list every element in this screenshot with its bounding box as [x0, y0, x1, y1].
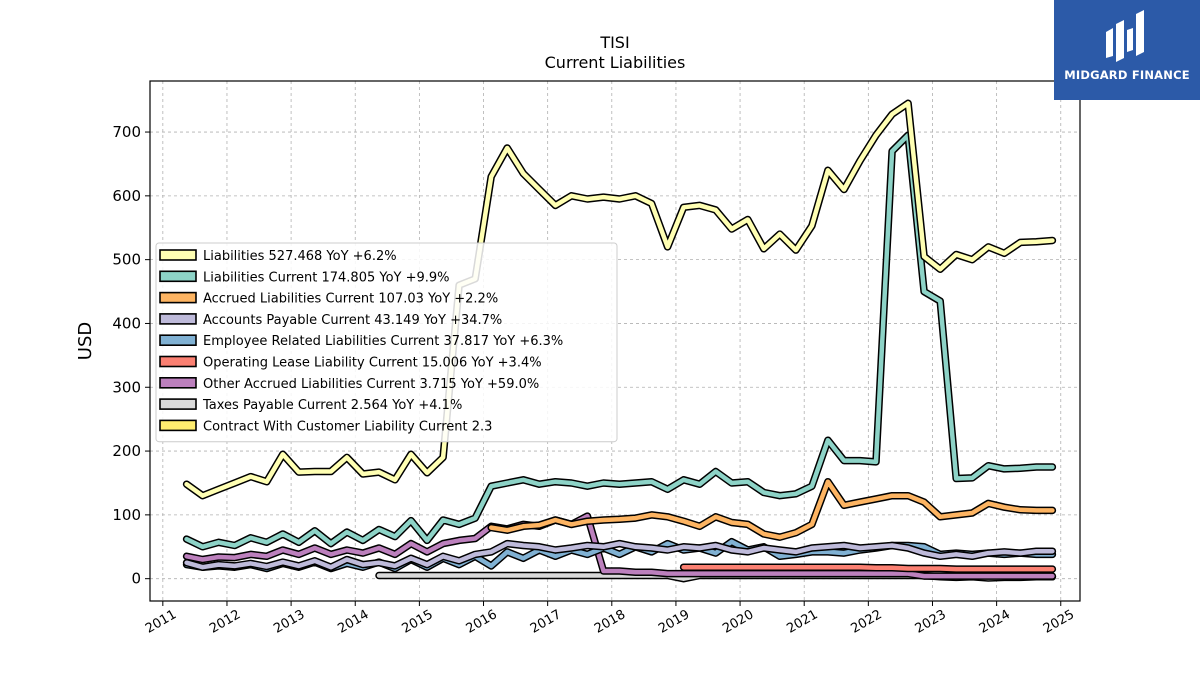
legend-entry: Liabilities 527.468 YoY +6.2% — [203, 249, 397, 264]
chart-subtitle: Current Liabilities — [545, 53, 686, 72]
legend-entry: Accounts Payable Current 43.149 YoY +34.… — [203, 313, 502, 328]
x-tick-label: 2017 — [528, 607, 564, 637]
legend-entry: Taxes Payable Current 2.564 YoY +4.1% — [202, 398, 462, 413]
x-tick-label: 2018 — [592, 607, 628, 637]
y-axis-label: USD — [75, 322, 96, 360]
y-tick-label: 200 — [112, 442, 141, 460]
logo-text: MIDGARD FINANCE — [1064, 68, 1190, 82]
x-tick-label: 2019 — [656, 607, 692, 637]
series-line-outline — [487, 477, 1057, 541]
x-tick-label: 2025 — [1041, 607, 1077, 637]
legend-entry: Contract With Customer Liability Current… — [203, 419, 492, 434]
midgard-logo-mark-icon — [1106, 10, 1144, 62]
legend-swatch — [159, 249, 197, 261]
x-tick-label: 2012 — [207, 607, 243, 637]
series-accrued-liabilities-current — [487, 477, 1057, 541]
y-tick-label: 300 — [112, 378, 141, 396]
y-tick-label: 600 — [112, 187, 141, 205]
y-tick-label: 500 — [112, 251, 141, 269]
legend-swatch — [159, 355, 197, 368]
series-other-accrued-liabilities-current — [182, 512, 1057, 580]
series-line — [681, 564, 1055, 572]
legend-entry: Other Accrued Liabilities Current 3.715 … — [203, 377, 539, 392]
series-operating-lease-liability-current — [679, 563, 1057, 573]
series-line — [184, 541, 1055, 570]
plot-frame — [149, 80, 1081, 602]
midgard-finance-logo: MIDGARD FINANCE — [1054, 0, 1200, 100]
y-tick-label: 700 — [112, 123, 141, 141]
x-tick-label: 2020 — [720, 607, 756, 637]
legend-swatch — [159, 398, 197, 410]
x-tick-label: 2015 — [400, 607, 436, 637]
legend-entry: Operating Lease Liability Current 15.006… — [203, 356, 542, 371]
legend-box — [155, 242, 618, 443]
x-tick-label: 2021 — [784, 607, 820, 637]
chart-title: TISI — [599, 33, 629, 52]
legend-swatch — [159, 270, 197, 283]
x-tick-label: 2013 — [271, 607, 307, 637]
x-tick-label: 2016 — [464, 607, 500, 637]
x-tick-label: 2024 — [977, 607, 1013, 637]
y-tick-label: 0 — [131, 570, 141, 588]
x-tick-label: 2022 — [849, 607, 885, 637]
legend-swatch — [159, 291, 197, 304]
series-layer — [182, 99, 1057, 583]
series-liabilities — [182, 99, 1057, 500]
x-tick-label: 2011 — [143, 607, 179, 637]
x-tick-label: 2023 — [913, 607, 949, 637]
y-tick-label: 400 — [112, 314, 141, 332]
legend: Liabilities 527.468 YoY +6.2% Liabilities… — [155, 242, 618, 443]
legend-swatch — [159, 419, 197, 432]
legend-entry: Liabilities Current 174.805 YoY +9.9% — [203, 270, 450, 285]
series-line — [184, 513, 1055, 579]
x-tick-label: 2014 — [335, 607, 371, 637]
series-accounts-payable-current — [182, 539, 1057, 571]
series-line — [184, 101, 1055, 498]
legend-swatch — [159, 334, 197, 347]
legend-swatch — [159, 313, 197, 325]
legend-swatch — [159, 376, 197, 389]
legend-entry: Employee Related Liabilities Current 37.… — [203, 334, 563, 349]
legend-entry: Accrued Liabilities Current 107.03 YoY +… — [203, 292, 498, 307]
y-tick-label: 100 — [112, 506, 141, 524]
series-line — [488, 479, 1055, 540]
